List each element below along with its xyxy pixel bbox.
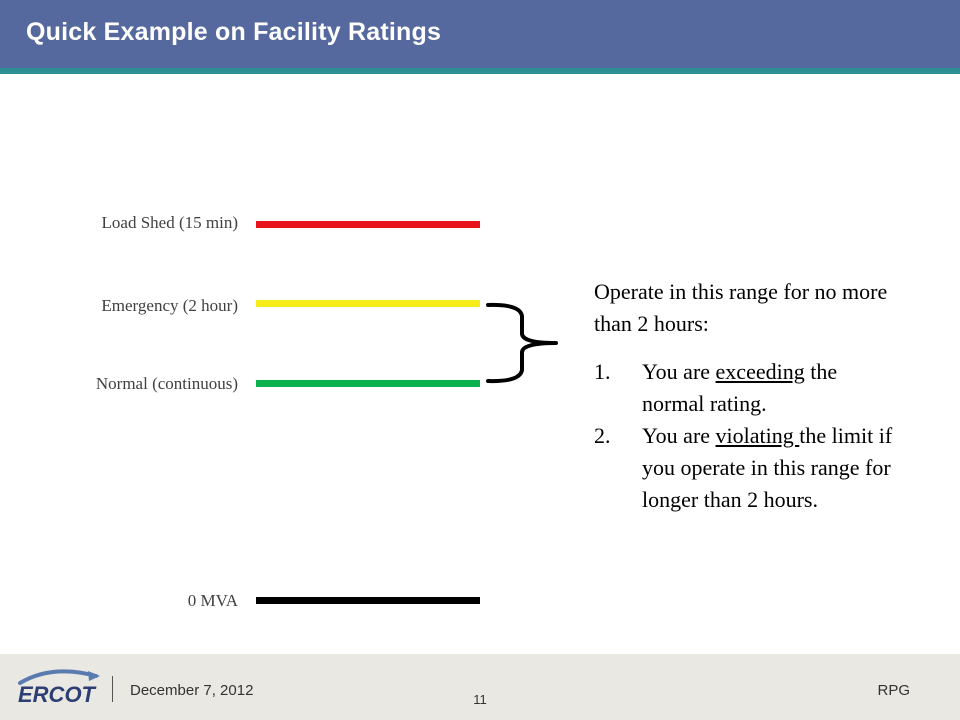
note-item-number: 1. bbox=[594, 359, 611, 384]
note-item-text-before: You are bbox=[642, 423, 716, 448]
note-item-number: 2. bbox=[594, 423, 611, 448]
note-intro: Operate in this range for no more than 2… bbox=[594, 279, 888, 336]
note-item-text-after: the limit if you operate in this range f… bbox=[642, 423, 893, 512]
note-item-text-before: You are bbox=[642, 359, 716, 384]
note-item-underlined: exceeding bbox=[715, 359, 805, 384]
footer: ERCOT December 7, 2012 11 RPG bbox=[0, 654, 960, 720]
brace-shape bbox=[486, 302, 558, 384]
rating-label-load-shed: Load Shed (15 min) bbox=[101, 213, 238, 232]
range-note: Operate in this range for no more than 2… bbox=[594, 276, 894, 516]
slide-title: Quick Example on Facility Ratings bbox=[26, 18, 442, 46]
note-item: 1. You are exceeding the normal rating. bbox=[594, 356, 894, 420]
rating-line-emergency bbox=[256, 300, 480, 307]
rating-line-normal bbox=[256, 380, 480, 387]
footer-org: RPG bbox=[877, 682, 910, 699]
footer-date: December 7, 2012 bbox=[130, 682, 254, 699]
rating-label-normal: Normal (continuous) bbox=[95, 374, 238, 393]
rating-line-load-shed bbox=[256, 221, 480, 228]
footer-divider bbox=[112, 676, 113, 702]
title-accent-stripe bbox=[0, 68, 960, 74]
note-item-underlined: violating bbox=[715, 423, 800, 448]
rating-label-emergency: Emergency (2 hour) bbox=[101, 296, 238, 315]
page-number: 11 bbox=[473, 692, 487, 707]
rating-label-zero: 0 MVA bbox=[187, 591, 238, 610]
title-bar: Quick Example on Facility Ratings bbox=[0, 0, 960, 68]
note-item-text-after: the normal rating. bbox=[642, 359, 838, 416]
logo-text: ERCOT bbox=[18, 682, 97, 707]
note-list: 1. You are exceeding the normal rating. … bbox=[594, 356, 894, 516]
rating-line-zero bbox=[256, 597, 480, 604]
note-item: 2. You are violating the limit if you op… bbox=[594, 420, 894, 516]
ercot-logo: ERCOT bbox=[18, 669, 100, 707]
